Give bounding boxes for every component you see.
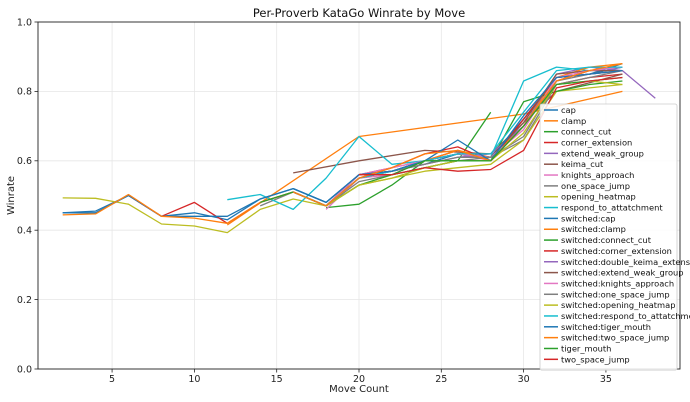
legend-entry: knights_approach	[561, 170, 634, 180]
x-tick-label: 15	[271, 374, 283, 385]
x-tick-label: 5	[109, 374, 115, 385]
legend: capclampconnect_cutcorner_extensionexten…	[539, 103, 690, 371]
y-axis-label: Winrate	[6, 176, 17, 215]
legend-entry: keima_cut	[561, 159, 604, 169]
x-tick-label: 25	[435, 374, 447, 385]
y-tick-label: 1.0	[17, 17, 32, 28]
legend-entry: one_space_jump	[561, 181, 630, 191]
legend-entry: switched:extend_weak_group	[561, 268, 684, 278]
series-line-switched-two-space-jump	[292, 62, 623, 207]
legend-entry: switched:corner_extension	[561, 246, 672, 256]
axis-ticks: 5 10 15 20 25 30 35 0.0 0.2 0.4 0.6 0.8 1.0	[17, 17, 612, 385]
chart-title: Per-Proverb KataGo Winrate by Move	[253, 6, 465, 20]
legend-entry: switched:respond_to_attatchment	[561, 311, 690, 321]
x-axis-label: Move Count	[329, 384, 389, 395]
y-tick-label: 0.0	[17, 364, 32, 375]
x-tick-label: 30	[518, 374, 530, 385]
legend-entry: switched:double_keima_extension	[561, 257, 690, 267]
legend-entry: switched:one_space_jump	[561, 289, 670, 299]
legend-entry: switched:connect_cut	[561, 235, 652, 245]
series-line-switched-tiger-mouth	[292, 69, 623, 204]
y-tick-label: 0.6	[17, 156, 32, 167]
series-line-two-space-jump	[359, 76, 623, 176]
legend-entry: switched:cap	[561, 213, 616, 223]
x-tick-label: 10	[188, 374, 200, 385]
legend-entry: tiger_mouth	[561, 343, 611, 353]
series-lines	[62, 62, 656, 234]
x-tick-label: 20	[353, 374, 365, 385]
legend-entry: corner_extension	[561, 138, 632, 148]
legend-entry: opening_heatmap	[561, 192, 636, 202]
legend-entry: switched:clamp	[561, 224, 626, 234]
legend-box	[539, 103, 678, 371]
series-line-switched-clamp	[62, 62, 623, 224]
legend-entry: switched:two_space_jump	[561, 333, 669, 343]
series-line-cap	[62, 66, 623, 221]
legend-entry: respond_to_attatchment	[561, 203, 663, 213]
y-tick-label: 0.8	[17, 87, 32, 98]
x-tick-label: 35	[600, 374, 612, 385]
legend-entry: clamp	[561, 116, 586, 126]
legend-entry: cap	[561, 105, 576, 115]
legend-entry: switched:knights_approach	[561, 278, 674, 288]
y-tick-label: 0.2	[17, 295, 32, 306]
series-line-clamp	[226, 90, 623, 226]
legend-entry: switched:tiger_mouth	[561, 322, 651, 332]
legend-entry: connect_cut	[561, 127, 612, 137]
y-tick-label: 0.4	[17, 226, 32, 237]
legend-entry: switched:opening_heatmap	[561, 300, 675, 310]
legend-entry: extend_weak_group	[561, 148, 644, 158]
legend-entry: two_space_jump	[561, 354, 630, 364]
